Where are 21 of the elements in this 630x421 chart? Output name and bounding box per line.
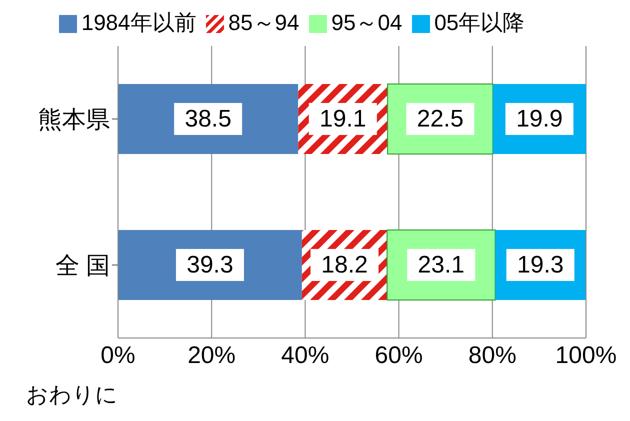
x-tick-label: 100% [555,342,617,370]
legend-label: 95～04 [331,10,402,35]
legend-label: 1984年以前 [81,10,196,35]
x-tick-label: 60% [374,342,423,370]
x-tick-label: 20% [188,342,236,370]
data-label: 18.2 [321,251,368,278]
x-tick-label: 40% [281,342,330,370]
text: おわりに [26,381,118,409]
data-label: 19.1 [320,105,366,132]
data-label: 38.5 [184,105,232,132]
data-label: 23.1 [418,251,465,278]
data-label: 39.3 [186,251,234,278]
legend-label: 05年以降 [434,10,525,35]
data-label: 19.3 [517,251,564,278]
y-tick-label: 熊本県 [38,106,110,134]
data-label: 22.5 [416,105,464,132]
y-tick-label: 全 国 [55,252,110,280]
x-tick-label: 80% [468,342,516,370]
x-tick-label: 0% [100,342,136,370]
data-label: 19.9 [516,105,563,132]
legend-label: 85～94 [228,10,300,35]
